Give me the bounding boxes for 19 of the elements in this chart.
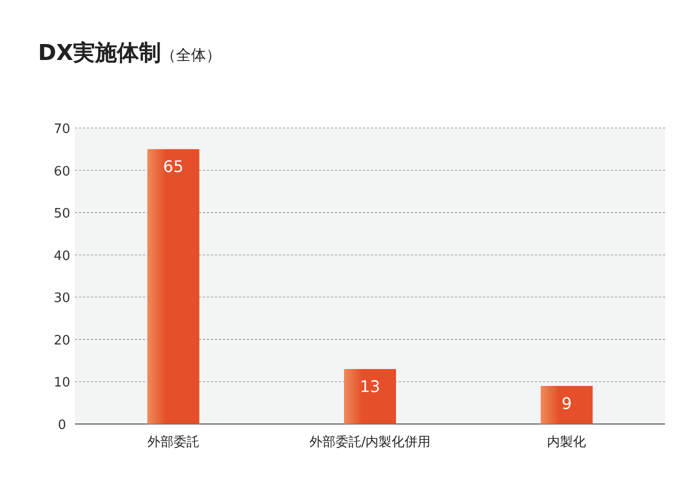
chart-subtitle: （全体） <box>161 46 222 64</box>
chart-title: DX実施体制 <box>38 40 162 66</box>
x-tick-label: 内製化 <box>547 435 586 450</box>
data-label: 65 <box>163 157 184 176</box>
data-label: 13 <box>360 377 380 396</box>
x-tick-label: 外部委託/内製化併用 <box>309 435 431 450</box>
y-tick-label: 50 <box>54 206 70 222</box>
y-tick-label: 0 <box>58 418 66 433</box>
y-tick-label: 70 <box>54 122 70 137</box>
data-label: 9 <box>562 394 572 413</box>
y-tick-label: 20 <box>54 333 70 348</box>
y-tick-label: 60 <box>54 164 70 180</box>
bar <box>147 149 200 424</box>
y-tick-label: 10 <box>54 376 70 391</box>
bar <box>540 386 593 424</box>
bar <box>344 369 396 424</box>
y-tick-label: 30 <box>54 291 70 306</box>
y-tick-label: 40 <box>54 248 70 264</box>
x-tick-label: 外部委託 <box>147 435 200 450</box>
